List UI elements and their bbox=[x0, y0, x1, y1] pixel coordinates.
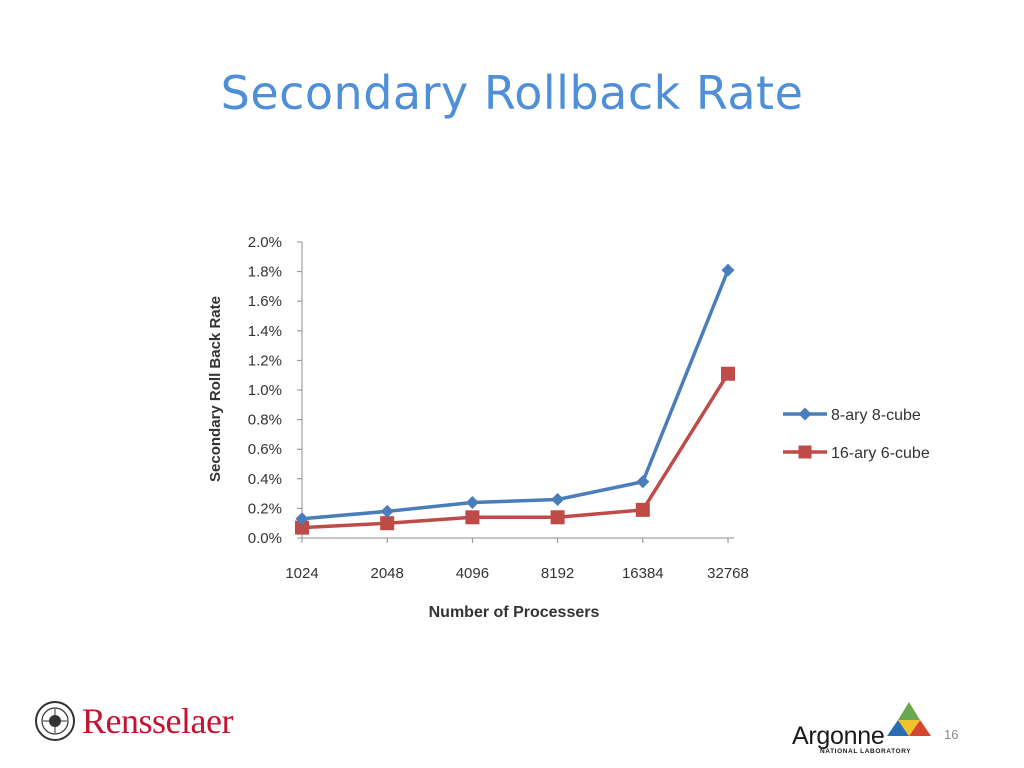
data-point bbox=[551, 493, 565, 507]
y-tick-label: 0.2% bbox=[248, 500, 282, 517]
argonne-logo: Argonne NATIONAL LABORATORY bbox=[792, 700, 932, 760]
data-point bbox=[465, 510, 480, 525]
y-tick-label: 1.4% bbox=[248, 323, 282, 340]
argonne-wordmark: Argonne bbox=[792, 722, 885, 750]
data-point bbox=[721, 366, 735, 381]
rensselaer-wordmark: Rensselaer bbox=[82, 701, 233, 741]
y-tick-label: 0.4% bbox=[248, 471, 282, 488]
data-point bbox=[721, 263, 735, 277]
legend-marker bbox=[798, 407, 812, 421]
legend-label: 8-ary 8-cube bbox=[831, 407, 921, 424]
x-axis: 1024 2048 4096 8192 16384 32768 bbox=[285, 537, 749, 582]
data-point bbox=[635, 502, 650, 517]
series-1 bbox=[295, 263, 735, 526]
x-tick-label: 4096 bbox=[456, 565, 489, 582]
y-tick-label: 0.8% bbox=[248, 412, 282, 429]
series-2 bbox=[295, 366, 735, 535]
x-tick-label: 8192 bbox=[541, 565, 574, 582]
y-tick-label: 1.0% bbox=[248, 382, 282, 399]
slide-title: Secondary Rollback Rate bbox=[220, 66, 804, 120]
x-tick-label: 1024 bbox=[285, 565, 318, 582]
y-tick-label: 2.0% bbox=[248, 234, 282, 251]
x-axis-label: Number of Processers bbox=[429, 604, 600, 621]
y-tick-label: 0.6% bbox=[248, 441, 282, 458]
data-point bbox=[380, 504, 394, 518]
series-line bbox=[301, 269, 730, 521]
data-point bbox=[295, 512, 309, 526]
y-tick-label: 1.8% bbox=[248, 264, 282, 281]
rensselaer-seal-icon bbox=[35, 701, 75, 741]
x-tick-label: 2048 bbox=[371, 565, 404, 582]
x-tick-label: 16384 bbox=[622, 565, 664, 582]
legend: 8-ary 8-cube 16-ary 6-cube bbox=[783, 407, 930, 462]
data-point bbox=[550, 510, 565, 525]
x-tick-label: 32768 bbox=[707, 565, 749, 582]
y-tick-label: 1.6% bbox=[248, 293, 282, 310]
page-number: 16 bbox=[944, 727, 959, 742]
data-point bbox=[465, 495, 479, 509]
data-point bbox=[380, 516, 395, 531]
argonne-subtitle: NATIONAL LABORATORY bbox=[820, 748, 912, 755]
rensselaer-logo: Rensselaer bbox=[34, 698, 233, 744]
data-point bbox=[295, 520, 309, 535]
argonne-triangle-icon bbox=[887, 702, 931, 736]
series-lines bbox=[295, 263, 735, 535]
y-axis: 0.0% 0.2% 0.4% 0.6% 0.8% 1.0% 1.2% 1.4% 1.6% 1.8%… bbox=[248, 234, 303, 547]
y-axis-label: Secondary Roll Back Rate bbox=[207, 296, 224, 482]
series-line bbox=[301, 372, 730, 530]
data-point bbox=[636, 475, 650, 489]
y-tick-label: 1.2% bbox=[248, 352, 282, 369]
legend-label: 16-ary 6-cube bbox=[831, 445, 930, 462]
legend-marker bbox=[798, 445, 812, 459]
y-tick-label: 0.0% bbox=[248, 530, 282, 547]
